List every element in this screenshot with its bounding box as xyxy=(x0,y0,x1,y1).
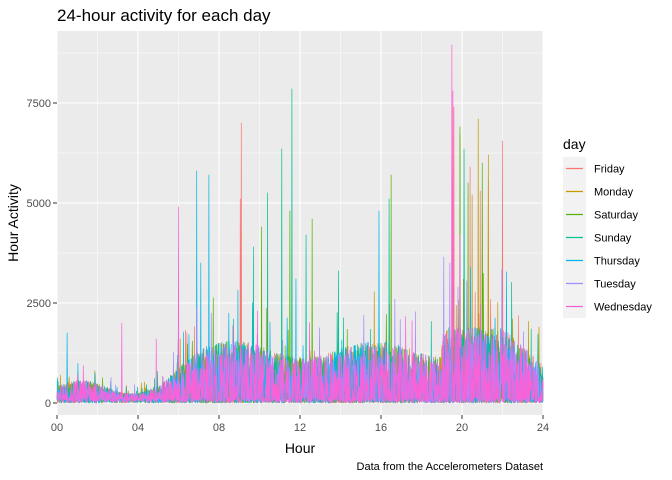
x-tick-label: 12 xyxy=(294,422,306,434)
x-tick-label: 16 xyxy=(375,422,387,434)
x-tick-label: 20 xyxy=(456,422,468,434)
legend-label: Monday xyxy=(594,187,634,199)
series-line-wednesday xyxy=(56,44,544,404)
legend-title: day xyxy=(563,136,586,152)
x-axis-ticks: 00 04 08 12 16 20 24 xyxy=(51,415,549,434)
y-tick-label: 7500 xyxy=(27,98,51,110)
legend-label: Sunday xyxy=(594,233,632,245)
series-lines xyxy=(56,44,544,404)
legend-label: Tuesday xyxy=(594,279,636,291)
legend-label: Friday xyxy=(594,164,625,176)
y-axis-ticks: 0 2500 5000 7500 xyxy=(27,98,57,410)
y-axis-title: Hour Activity xyxy=(5,184,21,262)
legend: Friday Monday Saturday Sunday Thursday Tuesda… xyxy=(563,157,652,318)
chart-title: 24-hour activity for each day xyxy=(57,6,271,25)
x-tick-label: 00 xyxy=(51,422,63,434)
caption: Data from the Accelerometers Dataset xyxy=(357,461,543,473)
legend-label: Saturday xyxy=(594,210,639,222)
y-tick-label: 5000 xyxy=(27,198,51,210)
legend-label: Thursday xyxy=(594,256,640,268)
x-tick-label: 04 xyxy=(132,422,144,434)
y-tick-label: 2500 xyxy=(27,298,51,310)
x-tick-label: 24 xyxy=(537,422,549,434)
legend-label: Wednesday xyxy=(594,302,652,314)
x-axis-title: Hour xyxy=(285,440,316,456)
x-tick-label: 08 xyxy=(213,422,225,434)
y-tick-label: 0 xyxy=(45,398,51,410)
